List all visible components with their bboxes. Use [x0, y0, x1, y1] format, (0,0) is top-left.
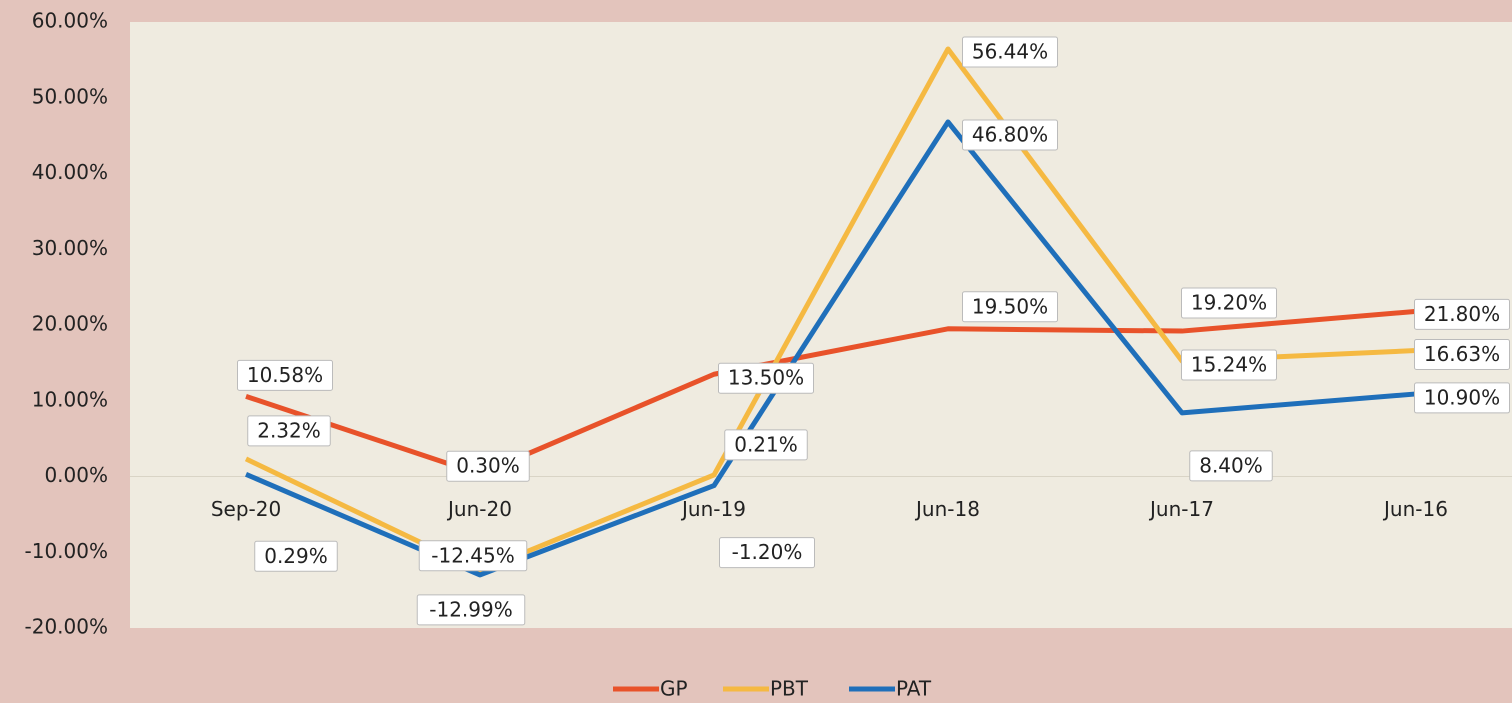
x-tick-label: Sep-20 [211, 497, 281, 521]
data-label-box [1414, 298, 1510, 330]
y-tick-label: -10.00% [25, 539, 108, 563]
y-tick-label: 10.00% [32, 387, 108, 411]
data-label: 10.58% [247, 363, 323, 387]
y-tick-label: 60.00% [32, 9, 108, 33]
line-series [245, 308, 1417, 477]
data-label: 19.50% [972, 294, 1048, 318]
data-label-box [237, 359, 333, 391]
y-tick-label: 0.00% [44, 463, 108, 487]
x-tick-label: Jun-18 [914, 497, 980, 521]
x-tick-label: Jun-16 [1382, 497, 1448, 521]
data-label: 13.50% [728, 366, 804, 390]
legend-label: GP [660, 677, 688, 701]
data-label: 0.21% [734, 432, 798, 456]
data-label-box [962, 291, 1058, 323]
data-label: 56.44% [972, 39, 1048, 63]
data-label: -12.99% [429, 597, 512, 621]
data-label-box [719, 537, 815, 569]
y-tick-label: 30.00% [32, 236, 108, 260]
data-label: 21.80% [1424, 302, 1500, 326]
data-label: 10.90% [1424, 385, 1500, 409]
y-tick-label: 40.00% [32, 160, 108, 184]
x-tick-label: Jun-19 [680, 497, 746, 521]
y-tick-label: -20.00% [25, 615, 108, 639]
data-label: 16.63% [1424, 342, 1500, 366]
data-label-box [1414, 382, 1510, 414]
data-label-box [418, 540, 528, 572]
data-label-box [962, 36, 1058, 68]
y-tick-label: 20.00% [32, 312, 108, 336]
legend-label: PAT [896, 677, 932, 701]
data-label: 2.32% [257, 418, 321, 442]
data-label-box [962, 119, 1058, 151]
data-label-box [416, 594, 526, 626]
data-label-box [1181, 349, 1277, 381]
data-label-box [247, 415, 331, 447]
y-tick-label: 50.00% [32, 84, 108, 108]
data-label: 0.30% [456, 454, 520, 478]
data-label: 15.24% [1191, 353, 1267, 377]
data-label-box [724, 429, 808, 461]
x-tick-label: Jun-20 [446, 497, 512, 521]
data-label: -1.20% [732, 540, 803, 564]
legend-label: PBT [770, 677, 809, 701]
x-tick-label: Jun-17 [1148, 497, 1214, 521]
data-label: -12.45% [431, 543, 514, 567]
data-label-box [1189, 450, 1273, 482]
data-label-box [446, 450, 530, 482]
data-label-box [1181, 287, 1277, 319]
data-label: 8.40% [1199, 453, 1263, 477]
data-label: 19.20% [1191, 291, 1267, 315]
data-label-box [718, 362, 814, 394]
data-label: 0.29% [264, 544, 328, 568]
data-label: 46.80% [972, 122, 1048, 146]
data-label-box [254, 540, 338, 572]
data-label-box [1414, 339, 1510, 371]
plot-area [130, 22, 1512, 628]
